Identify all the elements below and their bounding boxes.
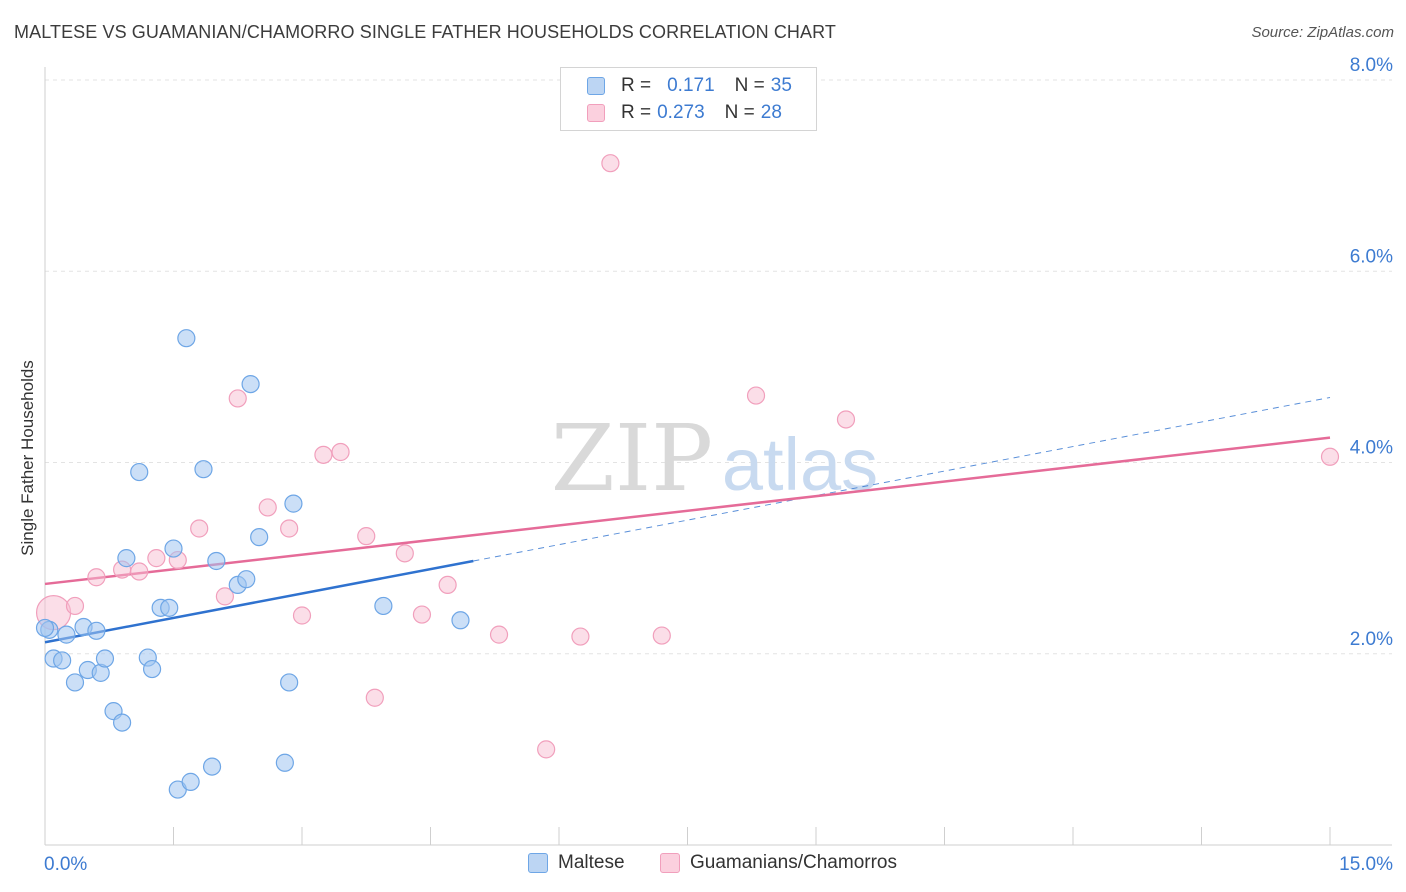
guam-point <box>365 688 384 707</box>
maltese-point <box>237 570 256 589</box>
guam-point <box>652 626 671 645</box>
maltese-point <box>65 673 85 692</box>
maltese-trend-line <box>44 559 474 644</box>
maltese-swatch <box>528 853 548 873</box>
guam-point <box>147 549 166 568</box>
legend-row-maltese: R = 0.171 N = 35 <box>587 73 792 99</box>
legend-label-guam: Guamanians/Chamorros <box>690 852 897 873</box>
r-label: R = <box>621 102 652 123</box>
n-label: N = <box>734 75 765 96</box>
r-value: 0.171 <box>667 75 715 96</box>
maltese-point <box>207 551 226 571</box>
guam-point <box>571 627 590 646</box>
y-tick-label: 4.0% <box>1350 438 1393 459</box>
watermark-zip: ZIP <box>551 405 713 512</box>
guam-point <box>130 562 149 581</box>
maltese-point <box>164 539 183 558</box>
x-tick-label: 15.0% <box>1339 854 1393 875</box>
maltese-point <box>275 753 294 772</box>
guam-trend-line <box>44 436 1331 586</box>
trendlines <box>44 396 1331 644</box>
guam-point <box>280 519 299 538</box>
maltese-point <box>374 596 393 616</box>
guam-point <box>87 568 106 587</box>
maltese-point <box>177 329 196 348</box>
source-label: Source: ZipAtlas.com <box>1251 24 1394 41</box>
y-tick-label: 2.0% <box>1350 629 1393 650</box>
maltese-point <box>35 618 55 638</box>
data-points <box>35 154 1340 799</box>
guam-point <box>836 410 856 429</box>
guam-point <box>357 527 376 546</box>
tick-labels: 2.0% 4.0% 6.0% 8.0% 0.0% 15.0% <box>44 55 1393 875</box>
chart-title: MALTESE VS GUAMANIAN/CHAMORRO SINGLE FAT… <box>14 22 836 42</box>
maltese-point <box>280 673 299 692</box>
watermark: ZIP atlas <box>551 405 878 512</box>
guam-point <box>331 442 350 462</box>
y-axis-label: Single Father Households <box>18 360 37 556</box>
legend-label-maltese: Maltese <box>558 852 625 873</box>
n-value: 35 <box>770 75 792 96</box>
maltese-point <box>284 494 303 513</box>
maltese-point <box>87 621 106 640</box>
maltese-point <box>181 772 200 791</box>
n-value: 28 <box>760 102 782 123</box>
maltese-swatch <box>587 77 605 95</box>
maltese-point <box>95 649 115 668</box>
y-tick-label: 8.0% <box>1350 55 1393 76</box>
guam-point <box>65 596 85 616</box>
r-value: 0.273 <box>657 102 705 123</box>
guam-point <box>190 519 209 538</box>
watermark-atlas: atlas <box>722 423 878 506</box>
series-legend: Maltese Guamanians/Chamorros <box>0 852 1406 878</box>
maltese-point <box>130 462 149 482</box>
maltese-trend-extension <box>473 396 1331 562</box>
guam-point <box>601 154 620 173</box>
maltese-point <box>250 527 269 547</box>
maltese-point <box>160 598 179 617</box>
guam-point <box>537 740 556 759</box>
maltese-point <box>142 659 162 679</box>
r-label: R = <box>621 75 652 96</box>
guam-point <box>258 498 277 517</box>
maltese-point <box>202 757 222 776</box>
gridlines <box>45 79 1392 655</box>
guam-point <box>314 445 333 464</box>
axes <box>44 67 1392 846</box>
guam-point <box>395 544 414 563</box>
guam-point <box>746 386 766 405</box>
maltese-point <box>112 713 132 732</box>
legend-item-guam: Guamanians/Chamorros <box>660 852 897 874</box>
maltese-point <box>117 549 136 568</box>
guam-point <box>438 575 457 595</box>
maltese-point <box>451 611 470 630</box>
legend-row-guam: R = 0.273 N = 28 <box>587 100 782 126</box>
maltese-point <box>53 651 72 670</box>
guam-point <box>228 389 247 408</box>
guam-point <box>292 606 312 625</box>
maltese-point <box>57 625 76 644</box>
maltese-point <box>241 374 260 394</box>
guam-point <box>1320 447 1340 466</box>
correlation-legend: R = 0.171 N = 35 R = 0.273 N = 28 <box>560 67 817 131</box>
guam-point <box>215 587 234 606</box>
guam-swatch <box>660 853 680 873</box>
guam-swatch <box>587 104 605 122</box>
n-label: N = <box>724 102 755 123</box>
maltese-point <box>194 460 213 479</box>
y-tick-label: 6.0% <box>1350 246 1393 267</box>
legend-item-maltese: Maltese <box>528 852 625 874</box>
guam-point <box>412 605 432 624</box>
x-tick-label: 0.0% <box>44 854 87 875</box>
guam-point <box>489 625 509 644</box>
